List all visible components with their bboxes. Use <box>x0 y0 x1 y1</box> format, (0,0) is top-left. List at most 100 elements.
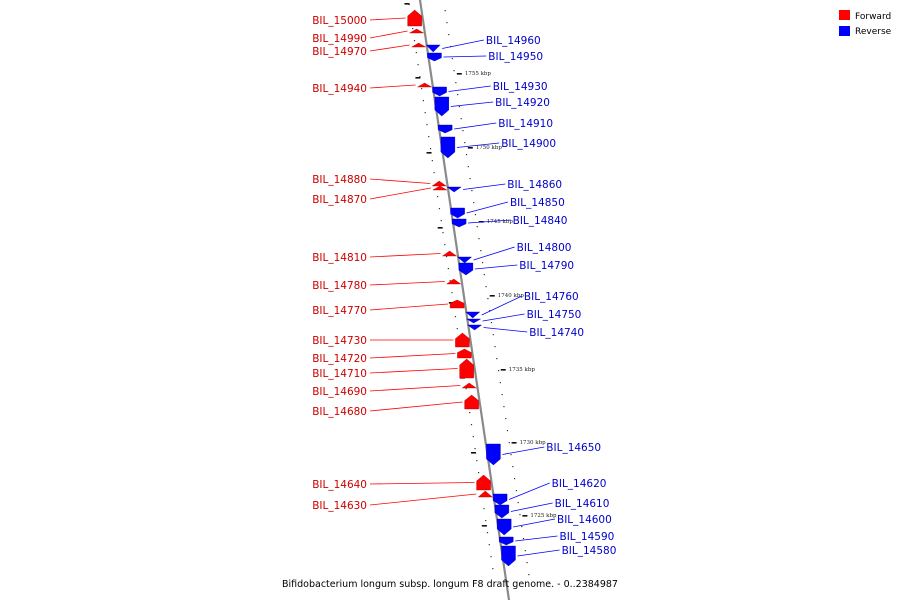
gene-label-bil_14990[interactable]: BIL_14990 <box>312 33 367 45</box>
reverse-gene-bil_14900[interactable] <box>440 136 456 159</box>
minor-tick <box>448 34 450 36</box>
forward-gene-bil_14940[interactable] <box>416 82 433 88</box>
gene-label-bil_14870[interactable]: BIL_14870 <box>312 194 367 206</box>
gene-label-bil_14800[interactable]: BIL_14800 <box>517 242 572 254</box>
forward-gene-bil_14990[interactable] <box>408 28 425 34</box>
reverse-gene-bil_14910[interactable] <box>437 124 453 134</box>
forward-gene-bil_14640[interactable] <box>476 474 491 491</box>
gene-label-bil_14580[interactable]: BIL_14580 <box>562 545 617 557</box>
leader-line <box>456 142 500 148</box>
minor-tick <box>478 472 480 474</box>
gene-label-bil_14790[interactable]: BIL_14790 <box>519 260 574 272</box>
kbp-tick-label: 1755 kbp <box>465 71 492 77</box>
minor-tick <box>490 556 492 558</box>
minor-tick <box>444 244 446 246</box>
forward-gene-bil_14710[interactable] <box>459 358 474 379</box>
forward-gene-bil_14780[interactable] <box>446 278 462 285</box>
gene-label-bil_14740[interactable]: BIL_14740 <box>529 327 584 339</box>
minor-tick <box>449 280 451 282</box>
reverse-gene-bil_14960[interactable] <box>425 44 441 53</box>
reverse-gene-bil_14580[interactable] <box>501 545 516 567</box>
minor-tick <box>433 172 435 174</box>
minor-tick <box>469 178 471 180</box>
reverse-gene-bil_14600[interactable] <box>496 518 512 536</box>
gene-label-bil_14910[interactable]: BIL_14910 <box>498 118 553 130</box>
gene-label-bil_14930[interactable]: BIL_14930 <box>493 81 548 93</box>
gene-label-bil_14620[interactable]: BIL_14620 <box>552 478 607 490</box>
gene-label-bil_14730[interactable]: BIL_14730 <box>312 335 367 347</box>
gene-label-bil_14880[interactable]: BIL_14880 <box>312 174 367 186</box>
gene-label-bil_14760[interactable]: BIL_14760 <box>524 291 579 303</box>
gene-label-bil_14610[interactable]: BIL_14610 <box>555 498 610 510</box>
forward-gene-bil_14970[interactable] <box>410 42 427 48</box>
forward-gene-bil_14720[interactable] <box>457 348 472 359</box>
gene-features <box>407 9 516 567</box>
legend: Forward Reverse <box>839 10 892 37</box>
reverse-gene-bil_14920[interactable] <box>434 96 449 117</box>
gene-label-bil_14710[interactable]: BIL_14710 <box>312 368 367 380</box>
gene-label-bil_14940[interactable]: BIL_14940 <box>312 83 367 95</box>
reverse-gene-bil_14800[interactable] <box>457 256 473 264</box>
gene-label-bil_14960[interactable]: BIL_14960 <box>486 35 541 47</box>
reverse-gene-bil_14620[interactable] <box>492 493 508 506</box>
gene-label-bil_14680[interactable]: BIL_14680 <box>312 406 367 418</box>
forward-gene-bil_14630[interactable] <box>477 490 493 498</box>
gene-label-bil_14600[interactable]: BIL_14600 <box>557 514 612 526</box>
minor-tick <box>490 322 493 324</box>
reverse-gene-bil_14740[interactable] <box>466 324 483 331</box>
gene-label-bil_15000[interactable]: BIL_15000 <box>312 15 367 27</box>
forward-gene-bil_14810[interactable] <box>441 250 458 257</box>
major-tick <box>522 515 528 517</box>
reverse-gene-bil_14930[interactable] <box>432 86 447 97</box>
forward-gene-bil_14690[interactable] <box>461 382 477 389</box>
minor-tick <box>419 76 421 78</box>
minor-tick <box>437 196 439 198</box>
minor-tick <box>497 370 500 372</box>
minor-tick <box>506 430 509 432</box>
gene-label-bil_14780[interactable]: BIL_14780 <box>312 280 367 292</box>
gene-label-bil_14690[interactable]: BIL_14690 <box>312 386 367 398</box>
minor-tick <box>488 544 490 546</box>
gene-label-bil_14970[interactable]: BIL_14970 <box>312 46 367 58</box>
kbp-tick-label: 1740 kbp <box>498 293 525 299</box>
leader-line <box>483 327 528 333</box>
leader-line <box>369 178 431 184</box>
reverse-gene-bil_14860[interactable] <box>446 186 462 193</box>
reverse-gene-bil_14950[interactable] <box>427 52 442 62</box>
gene-label-bil_14770[interactable]: BIL_14770 <box>312 305 367 317</box>
reverse-gene-bil_14790[interactable] <box>458 262 474 276</box>
gene-label-bil_14840[interactable]: BIL_14840 <box>513 215 568 227</box>
gene-label-bil_14640[interactable]: BIL_14640 <box>312 479 367 491</box>
leader-line <box>448 85 491 92</box>
forward-gene-bil_15000[interactable] <box>407 9 422 27</box>
gene-label-bil_14900[interactable]: BIL_14900 <box>501 138 556 150</box>
reverse-gene-bil_14610[interactable] <box>494 504 510 519</box>
gene-label-bil_14920[interactable]: BIL_14920 <box>495 97 550 109</box>
reverse-gene-bil_14760[interactable] <box>465 311 481 319</box>
minor-tick <box>444 10 446 12</box>
reverse-gene-bil_14750[interactable] <box>465 318 482 324</box>
reverse-gene-bil_14650[interactable] <box>486 443 501 466</box>
forward-gene-bil_14730[interactable] <box>455 332 470 348</box>
minor-tick <box>489 310 491 312</box>
gene-label-bil_14590[interactable]: BIL_14590 <box>560 531 615 543</box>
forward-gene-bil_14680[interactable] <box>464 394 479 410</box>
gene-label-bil_14720[interactable]: BIL_14720 <box>312 353 367 365</box>
minor-tick <box>503 406 505 408</box>
gene-label-bil_14650[interactable]: BIL_14650 <box>546 442 601 454</box>
minor-tick <box>481 262 484 264</box>
gene-label-bil_14750[interactable]: BIL_14750 <box>527 309 582 321</box>
gene-label-bil_14860[interactable]: BIL_14860 <box>507 179 562 191</box>
reverse-gene-bil_14840[interactable] <box>451 218 467 228</box>
gene-label-bil_14950[interactable]: BIL_14950 <box>488 51 543 63</box>
gene-label-bil_14850[interactable]: BIL_14850 <box>510 197 565 209</box>
kbp-tick-label: 1735 kbp <box>509 367 536 373</box>
gene-label-bil_14630[interactable]: BIL_14630 <box>312 500 367 512</box>
gene-label-bil_14810[interactable]: BIL_14810 <box>312 252 367 264</box>
reverse-gene-bil_14850[interactable] <box>450 207 465 219</box>
forward-gene-bil_14870[interactable] <box>432 185 448 191</box>
forward-gene-bil_14770[interactable] <box>449 299 465 309</box>
forward-gene-bil_14880[interactable] <box>431 180 447 187</box>
reverse-gene-bil_14590[interactable] <box>499 536 514 546</box>
